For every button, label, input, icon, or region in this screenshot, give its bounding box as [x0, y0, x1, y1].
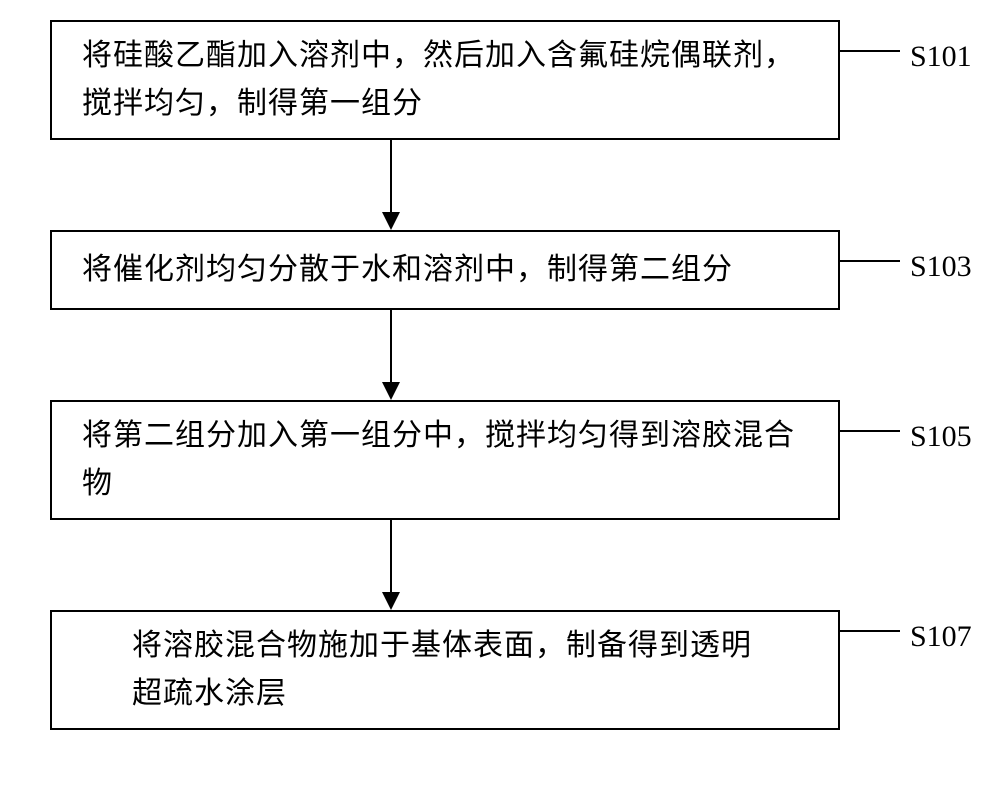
- step-box-1: 将硅酸乙酯加入溶剂中，然后加入含氟硅烷偶联剂，搅拌均匀，制得第一组分: [50, 20, 840, 140]
- leader-line-3: [840, 430, 900, 432]
- step-label-1: S101: [910, 40, 972, 74]
- step-text-4: 将溶胶混合物施加于基体表面，制备得到透明超疏水涂层: [132, 622, 758, 718]
- connector-2-3: [390, 310, 392, 383]
- connector-3-4: [390, 520, 392, 593]
- leader-line-4: [840, 630, 900, 632]
- leader-line-1: [840, 50, 900, 52]
- step-box-2: 将催化剂均匀分散于水和溶剂中，制得第二组分: [50, 230, 840, 310]
- step-text-2: 将催化剂均匀分散于水和溶剂中，制得第二组分: [82, 246, 733, 294]
- leader-line-2: [840, 260, 900, 262]
- step-label-4: S107: [910, 620, 972, 654]
- step-text-1: 将硅酸乙酯加入溶剂中，然后加入含氟硅烷偶联剂，搅拌均匀，制得第一组分: [82, 32, 808, 128]
- step-text-3: 将第二组分加入第一组分中，搅拌均匀得到溶胶混合物: [82, 412, 808, 508]
- step-box-3: 将第二组分加入第一组分中，搅拌均匀得到溶胶混合物: [50, 400, 840, 520]
- step-label-2: S103: [910, 250, 972, 284]
- step-box-4: 将溶胶混合物施加于基体表面，制备得到透明超疏水涂层: [50, 610, 840, 730]
- step-label-3: S105: [910, 420, 972, 454]
- arrow-1-2: [382, 212, 400, 230]
- arrow-2-3: [382, 382, 400, 400]
- flowchart-canvas: 将硅酸乙酯加入溶剂中，然后加入含氟硅烷偶联剂，搅拌均匀，制得第一组分 S101 …: [0, 0, 1000, 786]
- arrow-3-4: [382, 592, 400, 610]
- connector-1-2: [390, 140, 392, 213]
